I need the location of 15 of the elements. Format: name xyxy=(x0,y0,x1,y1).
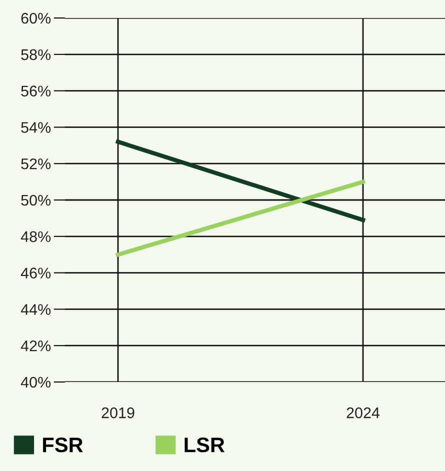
y-tick-label: 44% xyxy=(20,304,51,315)
y-tick-label: 58% xyxy=(21,49,51,60)
y-tick-label: 52% xyxy=(21,158,51,170)
y-tick-label: 60% xyxy=(21,12,51,24)
y-tick-label: 48% xyxy=(20,231,51,242)
legend-label: LSR xyxy=(184,438,225,452)
x-tick-label: 2019 xyxy=(102,407,134,418)
legend-label: FSR xyxy=(43,438,83,452)
y-tick-label: 42% xyxy=(20,340,51,352)
y-tick-label: 40% xyxy=(20,376,51,388)
y-tick-label: 46% xyxy=(20,268,51,278)
y-tick-label: 50% xyxy=(21,194,51,206)
y-tick-label: 54% xyxy=(21,122,51,133)
x-tick-label: 2024 xyxy=(346,407,380,418)
y-tick-label: 56% xyxy=(21,86,51,96)
